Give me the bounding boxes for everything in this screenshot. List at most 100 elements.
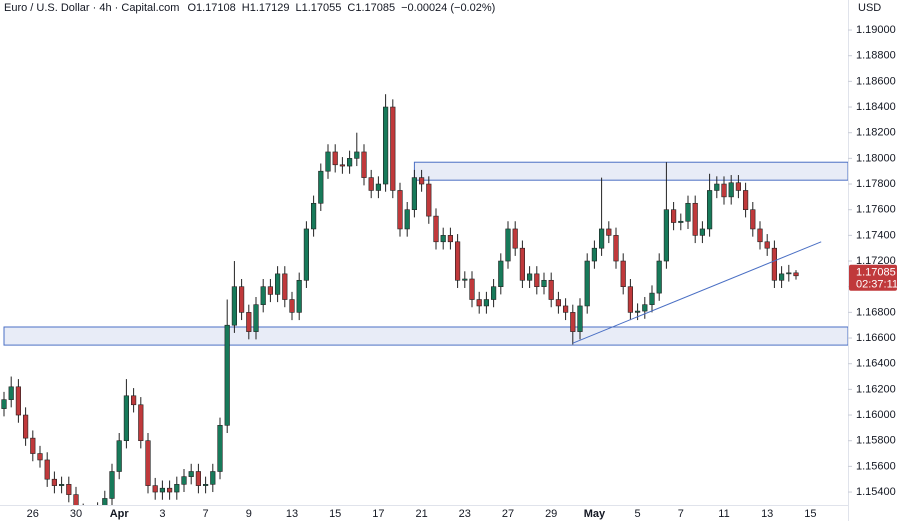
trendline <box>572 241 822 344</box>
candle-body <box>51 478 57 486</box>
candle-body <box>706 190 713 230</box>
candle-body <box>649 292 655 305</box>
candle-body <box>584 260 590 307</box>
candle-body <box>210 471 216 485</box>
candle-body <box>195 471 202 486</box>
candle-body <box>282 273 288 300</box>
candle-body <box>138 404 144 442</box>
x-tick-label: 23 <box>459 508 471 520</box>
candle-body <box>548 279 554 300</box>
candle-body <box>346 158 353 167</box>
candle-body <box>274 273 281 295</box>
candle-body <box>37 453 43 461</box>
candle-body <box>296 279 302 313</box>
candle-body <box>570 312 576 332</box>
ohlc-value: H1.17129 <box>242 2 290 14</box>
ohlc-value: C1.17085 <box>347 2 395 14</box>
candle-body <box>591 247 597 262</box>
y-tick-label: 1.15800 <box>856 435 896 447</box>
candle-body <box>332 151 338 166</box>
zone <box>413 161 848 181</box>
candle-body <box>22 414 29 439</box>
last-price-box <box>849 264 897 291</box>
y-tick-label: 1.17200 <box>856 255 896 267</box>
x-tick-label: 29 <box>545 508 557 520</box>
y-tick-label: 1.15600 <box>856 460 896 472</box>
x-tick-label: 7 <box>203 508 209 520</box>
candle-body <box>627 286 633 313</box>
candle-body <box>109 471 115 499</box>
candle-body <box>555 299 561 307</box>
candle-body <box>267 286 274 295</box>
y-tick-label: 1.16400 <box>856 358 896 370</box>
candle-body <box>224 324 230 426</box>
candle-body <box>145 440 151 486</box>
candle-body <box>433 215 439 243</box>
y-tick-label: 1.16600 <box>856 332 896 344</box>
y-tick-label: 1.16200 <box>856 383 896 395</box>
candle-body <box>663 209 669 262</box>
candle-body <box>382 106 389 185</box>
candle-body <box>577 305 583 332</box>
x-tick-label: 5 <box>635 508 641 520</box>
x-tick-label: 3 <box>159 508 165 520</box>
x-tick-label: May <box>584 508 606 520</box>
candle-body <box>310 202 317 230</box>
candle-body <box>714 183 720 191</box>
candle-body <box>426 183 432 217</box>
candle-body <box>390 106 396 191</box>
currency-label: USD <box>858 2 881 14</box>
candle-body <box>778 273 785 281</box>
candle-body <box>1 399 7 409</box>
candle-body <box>462 278 468 281</box>
x-tick-label: 13 <box>286 508 298 520</box>
candle-body <box>239 286 245 313</box>
x-tick-label: 7 <box>678 508 684 520</box>
candle-body <box>606 228 612 236</box>
candle-body <box>123 395 129 442</box>
candle-body <box>159 487 166 493</box>
candle-body <box>742 190 749 211</box>
candle-body <box>354 151 360 159</box>
candle-body <box>375 183 382 191</box>
candle-body <box>203 484 209 486</box>
y-tick-label: 1.17800 <box>856 178 896 190</box>
candle-body <box>217 425 223 472</box>
candle-body <box>167 487 173 493</box>
y-tick-label: 1.15400 <box>856 486 896 498</box>
candle-body <box>562 305 569 313</box>
x-tick-label: 27 <box>502 508 514 520</box>
candle-body <box>152 485 158 493</box>
candle-body <box>404 209 410 230</box>
candle-body <box>692 202 698 236</box>
candle-body <box>368 177 374 191</box>
candle-body <box>289 299 295 313</box>
candle-body <box>174 484 180 493</box>
y-tick-label: 1.18800 <box>856 50 896 62</box>
ohlc-value: L1.17055 <box>296 2 342 14</box>
x-tick-label: 15 <box>804 508 816 520</box>
candle-body <box>66 484 72 495</box>
y-tick-label: 1.18600 <box>856 75 896 87</box>
candle-body <box>483 299 490 307</box>
candle-body <box>73 494 79 505</box>
candle-body <box>771 247 777 281</box>
candle-body <box>656 260 662 294</box>
candle-body <box>418 177 425 185</box>
candle-body <box>325 151 331 172</box>
candle-body <box>505 228 511 262</box>
candle-body <box>476 299 482 307</box>
candle-body <box>757 228 763 243</box>
candle-body <box>253 304 259 332</box>
candle-body <box>58 484 65 486</box>
candle-body <box>260 286 266 305</box>
candle-body <box>102 498 108 505</box>
x-tick-label: 13 <box>761 508 773 520</box>
candle-body <box>454 241 461 281</box>
candle-body <box>15 386 22 416</box>
x-tick-label: 11 <box>718 508 729 520</box>
candle-body <box>411 177 418 211</box>
candle-body <box>490 286 497 300</box>
candle-body <box>246 312 252 332</box>
